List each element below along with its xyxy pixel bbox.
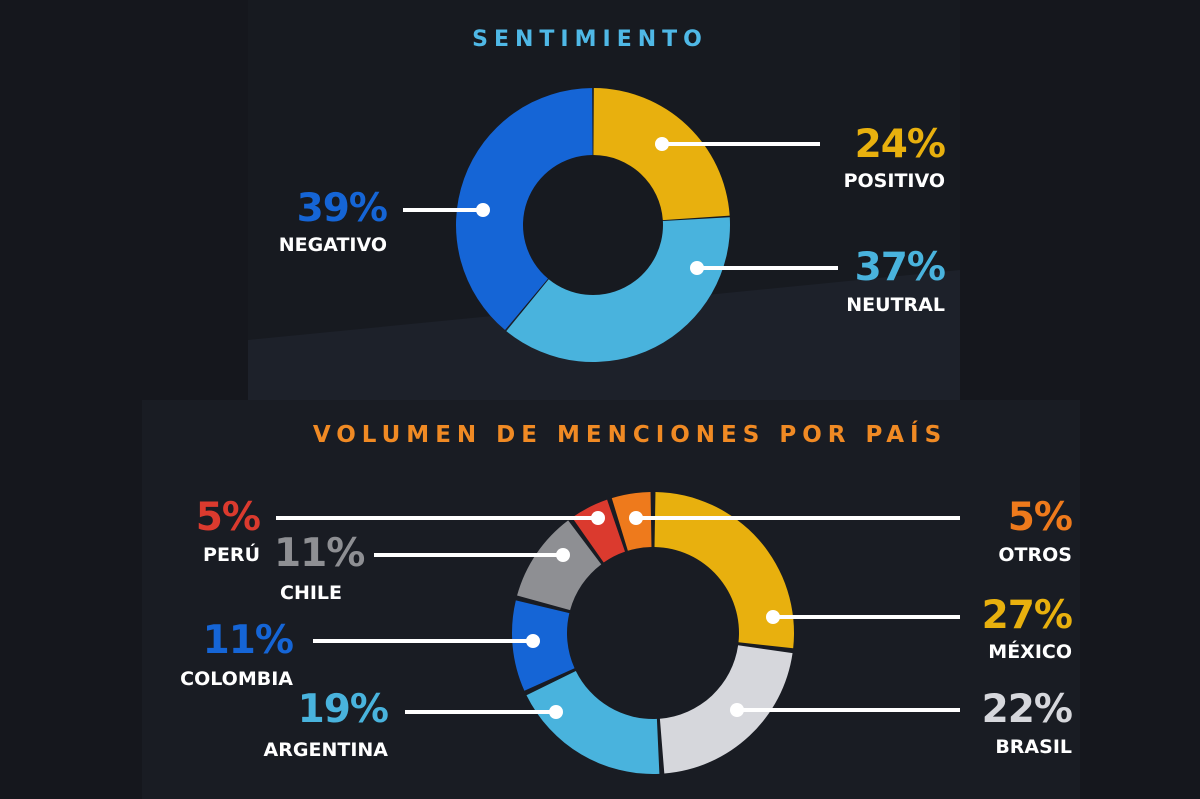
sentiment-slice-positivo [593, 88, 730, 221]
country-connector-dot-otros [629, 511, 643, 525]
country-pct-colombia: 11% [202, 618, 294, 663]
sentiment-connector-dot-negativo [476, 203, 490, 217]
country-label-otros: OTROS [998, 544, 1072, 566]
country-connector-dot-argentina [549, 705, 563, 719]
country-label-colombia: COLOMBIA [180, 668, 293, 690]
country-label-peru: PERÚ [203, 544, 260, 566]
country-pct-argentina: 19% [297, 687, 389, 732]
country-label-mexico: MÉXICO [988, 641, 1072, 663]
country-label-chile: CHILE [280, 582, 343, 604]
sentiment-label-neutral: NEUTRAL [846, 294, 945, 316]
country-slice-argentina [526, 670, 660, 774]
country-slice-méxico [654, 492, 794, 649]
country-slice-colombia [512, 600, 575, 691]
country-chart-title: VOLUMEN DE MENCIONES POR PAÍS [312, 422, 948, 448]
sentiment-pct-neutral: 37% [854, 245, 946, 290]
country-pct-mexico: 27% [981, 593, 1073, 638]
sentiment-label-positivo: POSITIVO [843, 170, 945, 192]
country-pct-peru: 5% [195, 495, 261, 540]
country-slice-perú [572, 499, 625, 563]
sentiment-slice-neutral [506, 217, 730, 363]
sentiment-pct-positivo: 24% [854, 122, 946, 167]
country-label-argentina: ARGENTINA [263, 739, 388, 761]
country-pct-otros: 5% [1007, 495, 1073, 540]
country-slice-chile [517, 520, 602, 611]
sentiment-label-negativo: NEGATIVO [278, 234, 387, 256]
sentiment-slice-negativo [456, 88, 593, 331]
country-pct-brasil: 22% [981, 687, 1073, 732]
country-connector-dot-perú [591, 511, 605, 525]
sentiment-connector-dot-positivo [655, 137, 669, 151]
country-connector-dot-méxico [766, 610, 780, 624]
country-connector-dot-colombia [526, 634, 540, 648]
sentiment-chart-title: SENTIMIENTO [472, 27, 708, 52]
sentiment-connector-dot-neutral [690, 261, 704, 275]
country-label-brasil: BRASIL [995, 736, 1072, 758]
country-connector-dot-brasil [730, 703, 744, 717]
country-connector-dot-chile [556, 548, 570, 562]
country-pct-chile: 11% [274, 531, 365, 576]
sentiment-pct-negativo: 39% [296, 186, 388, 231]
country-slice-brasil [659, 645, 793, 774]
